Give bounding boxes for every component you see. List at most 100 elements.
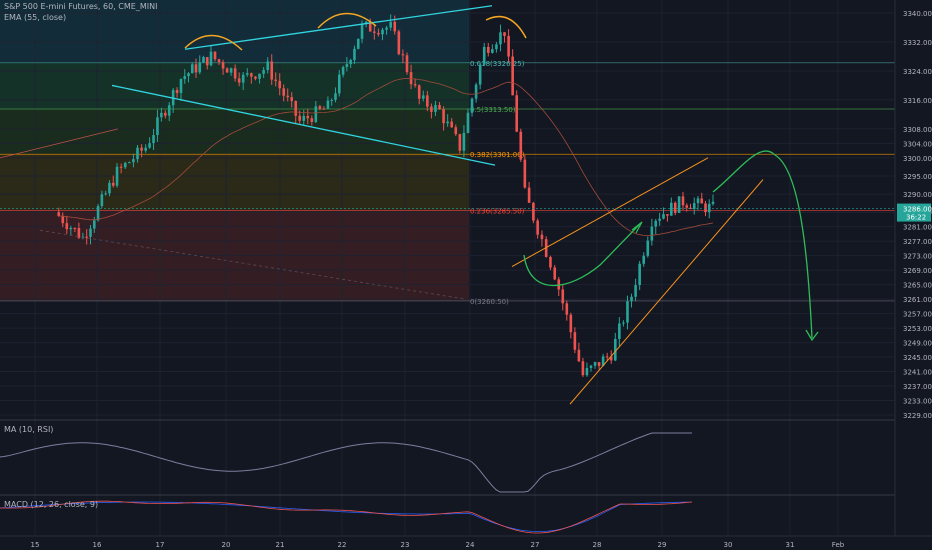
candle-body [626, 301, 629, 323]
price-tick: 3265.00 [903, 282, 932, 290]
price-tick: 3290.00 [903, 191, 932, 199]
candle-body [466, 112, 470, 133]
candle-body [282, 88, 286, 96]
price-tick: 3324.00 [903, 68, 932, 76]
macd-line [0, 501, 692, 533]
candle-body [589, 365, 593, 369]
candle-body [61, 215, 65, 224]
candle-body [421, 95, 425, 99]
upper-trendline [184, 5, 493, 50]
candle-body [630, 296, 633, 302]
price-tick: 3273.00 [903, 253, 932, 261]
ema-legend: EMA (55, close) [4, 13, 67, 22]
candle-body [286, 95, 290, 98]
candle-body [89, 228, 92, 237]
candle-body [569, 314, 573, 333]
candle-body [179, 79, 183, 93]
candle-body [128, 162, 131, 164]
candle-body [577, 349, 581, 362]
candle-body [553, 267, 557, 280]
candle-body [73, 227, 77, 229]
candle-body [198, 62, 202, 73]
candle-body [527, 187, 531, 203]
candle-body [314, 106, 318, 122]
last-price-badge [897, 203, 931, 222]
candle-body [482, 46, 486, 65]
candle-body [446, 121, 449, 124]
price-tick: 3253.00 [903, 325, 932, 333]
candle-body [144, 147, 147, 151]
candle-body [190, 64, 194, 74]
candle-body [77, 228, 81, 238]
curve-projection [523, 223, 641, 287]
candle-body [519, 131, 523, 160]
candle-body [140, 147, 143, 151]
date-label: 28 [593, 541, 602, 549]
candle-body [634, 285, 637, 297]
rsi-legend: MA (10, RSI) [4, 425, 54, 434]
candle-body [430, 106, 433, 112]
candle-body [646, 240, 650, 256]
date-label: 27 [531, 541, 540, 549]
candle-body [225, 68, 229, 73]
candle-body [413, 84, 417, 86]
fib-label: 0.5(3313.50) [470, 106, 516, 114]
time-axis[interactable]: 15 16 17 20 21 22 23 24 27 28 29 30 31 Feb [0, 535, 932, 550]
candle-body [673, 202, 677, 213]
price-tick: 3241.00 [903, 369, 932, 377]
arc-middle [317, 12, 377, 29]
candle-body [565, 303, 569, 315]
candle-body [696, 198, 700, 204]
drawings[interactable] [0, 5, 819, 405]
candle-body [298, 115, 302, 121]
axis-bg [0, 536, 932, 550]
candle-body [318, 106, 322, 109]
candle-body [573, 332, 577, 350]
date-label: 20 [222, 541, 231, 549]
candle-body [491, 49, 494, 53]
candle-body [356, 38, 360, 49]
candle-body [511, 56, 514, 96]
date-label: 17 [156, 541, 165, 549]
candle-body [478, 64, 482, 85]
candle-body [474, 84, 478, 99]
candle-body [364, 21, 368, 24]
candle-body [160, 112, 163, 118]
candle-body [677, 196, 681, 213]
wedge-upper [511, 157, 709, 267]
candle-body [209, 51, 213, 66]
arc-left [184, 34, 243, 51]
candle-body [605, 356, 609, 358]
last-price-label: 3286.00 [903, 206, 932, 214]
candle-body [349, 60, 352, 65]
date-label: 29 [658, 541, 667, 549]
date-label: 16 [93, 541, 102, 549]
candle-body [330, 99, 334, 101]
candle-body [123, 162, 127, 168]
price-tick: 3332.00 [903, 39, 932, 47]
price-tick: 3249.00 [903, 340, 932, 348]
wedge-lower [569, 179, 764, 405]
candle-body [108, 182, 111, 194]
candle-body [385, 27, 388, 30]
candle-body [353, 48, 356, 61]
candle-body [503, 32, 506, 36]
ema-line [58, 77, 714, 237]
lower-trendline [111, 84, 496, 166]
candle-body [164, 112, 167, 116]
price-scale[interactable]: 3340.00 3332.00 3324.00 3316.00 3308.00 3304.… [0, 0, 932, 536]
candle-body [65, 223, 69, 230]
countdown-label: 36:22 [906, 214, 926, 222]
projection-arrow [805, 329, 819, 342]
candle-body [692, 203, 696, 210]
candle-body [450, 121, 454, 128]
price-tick: 3245.00 [903, 354, 932, 362]
candle-body [229, 68, 233, 73]
candle-body [302, 115, 306, 121]
rsi-panel: 60.0040.00 [0, 432, 923, 493]
projection-path [712, 150, 813, 339]
candle-body [536, 220, 539, 235]
candle-body [557, 279, 561, 290]
candle-body [454, 127, 458, 135]
